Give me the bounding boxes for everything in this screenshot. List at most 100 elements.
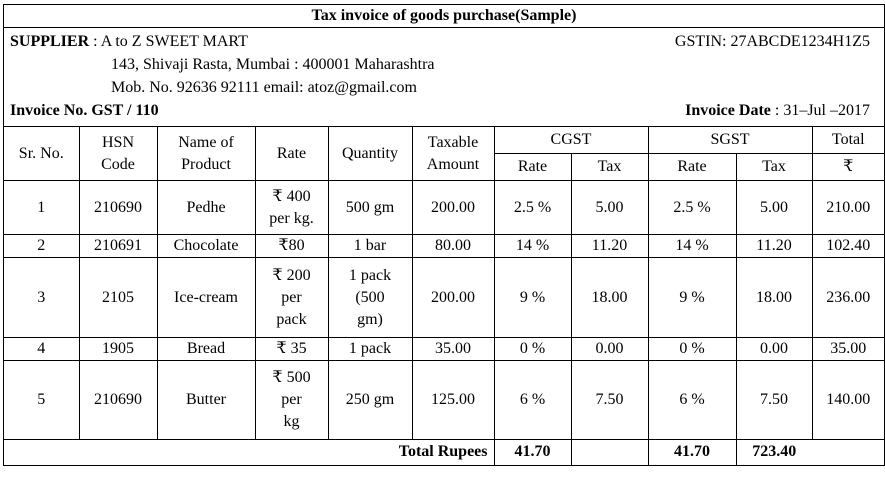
cell-taxable-amount: 80.00 <box>411 234 495 258</box>
cell-hsn-code: 1905 <box>78 337 158 361</box>
header-sr-no: Sr. No. <box>4 126 80 181</box>
cell-sgst-rate: 9 % <box>647 257 737 338</box>
cell-sr-no: 2 <box>4 234 80 258</box>
cell-rate-line: per <box>281 288 302 306</box>
cell-hsn-code: 210691 <box>78 234 158 258</box>
total-cgst: 41.70 <box>493 439 572 465</box>
totals-row: Total Rupees 41.70 41.70 723.40 <box>4 439 884 465</box>
total-empty-cell <box>570 439 649 465</box>
cell-taxable-amount: 35.00 <box>411 337 495 361</box>
cell-rate-line: ₹ 35 <box>276 340 307 357</box>
supplier-contact: Mob. No. 92636 92111 email: atoz@gmail.c… <box>111 79 417 96</box>
cell-cgst-rate: 14 % <box>493 234 572 258</box>
cell-quantity: 500 gm <box>327 180 413 235</box>
cell-taxable-amount: 200.00 <box>411 257 495 338</box>
cell-rate-line: ₹ 500 <box>272 369 311 386</box>
cell-product-name: Ice-cream <box>156 257 256 338</box>
header-cgst-rate: Rate <box>494 153 572 181</box>
cell-rate-line: ₹80 <box>278 237 305 254</box>
table-row: 2 210691 Chocolate ₹80 1 bar 80.00 14 % 11.20 14… <box>4 234 884 258</box>
invoice-header: SUPPLIER : A to Z SWEET MART GSTIN: 27AB… <box>4 28 884 126</box>
cell-quantity: 1 pack (500 gm) <box>327 257 413 338</box>
cell-taxable-amount: 125.00 <box>411 360 495 440</box>
supplier-name: : A to Z SWEET MART <box>93 33 248 50</box>
cell-total: 140.00 <box>811 360 884 440</box>
cell-total: 102.40 <box>811 234 884 258</box>
cell-cgst-tax: 0.00 <box>570 337 649 361</box>
cell-sr-no: 1 <box>4 180 80 235</box>
supplier-line: SUPPLIER : A to Z SWEET MART <box>10 33 248 51</box>
total-grand: 723.40 <box>735 439 812 465</box>
invoice-date-value: : 31–Jul –2017 <box>774 102 870 119</box>
cell-cgst-tax: 11.20 <box>570 234 649 258</box>
cell-sgst-rate: 14 % <box>647 234 737 258</box>
cell-quantity: 1 pack <box>327 337 413 361</box>
header-total: Total <box>811 126 884 154</box>
cell-total: 210.00 <box>811 180 884 235</box>
cell-sgst-rate: 0 % <box>647 337 737 361</box>
invoice-document: Tax invoice of goods purchase(Sample) SU… <box>3 4 885 466</box>
header-sgst-rate: Rate <box>647 153 737 181</box>
cell-rate: ₹ 400 per kg. <box>254 180 329 235</box>
cell-quantity-line: 1 bar <box>353 237 387 254</box>
cell-rate: ₹ 200 per pack <box>254 257 329 338</box>
cell-cgst-tax: 7.50 <box>570 360 649 440</box>
cell-rate-line: kg <box>283 413 300 430</box>
cell-rate: ₹80 <box>254 234 329 258</box>
header-taxable-amount: Taxable Amount <box>411 126 495 181</box>
header-name-line2: Product <box>181 155 231 173</box>
supplier-address: 143, Shivaji Rasta, Mumbai : 400001 Maha… <box>111 56 435 73</box>
total-sgst: 41.70 <box>647 439 737 465</box>
cell-rate: ₹ 500 per kg <box>254 360 329 440</box>
cell-cgst-rate: 0 % <box>493 337 572 361</box>
cell-quantity-line: 1 pack <box>348 266 392 284</box>
header-hsn-line2: Code <box>101 155 135 173</box>
cell-sgst-rate: 6 % <box>647 360 737 440</box>
supplier-label: SUPPLIER <box>10 33 90 50</box>
total-rupees-label: Total Rupees <box>4 439 495 465</box>
invoice-number: Invoice No. GST / 110 <box>10 102 159 119</box>
cell-hsn-code: 2105 <box>78 257 158 338</box>
cell-quantity-line: gm) <box>357 310 383 328</box>
cell-sgst-rate: 2.5 % <box>647 180 737 235</box>
cell-cgst-tax: 18.00 <box>570 257 649 338</box>
header-taxable-line2: Amount <box>426 155 480 173</box>
cell-sgst-tax: 7.50 <box>735 360 813 440</box>
cell-product-name: Chocolate <box>156 234 256 258</box>
invoice-title: Tax invoice of goods purchase(Sample) <box>4 5 884 28</box>
header-cgst-tax: Tax <box>570 153 649 181</box>
cell-sr-no: 3 <box>4 257 80 338</box>
header-quantity: Quantity <box>327 126 413 181</box>
cell-rate-line: per <box>281 391 302 408</box>
cell-cgst-rate: 2.5 % <box>493 180 572 235</box>
cell-quantity-line: 500 gm <box>345 198 395 216</box>
cell-sgst-tax: 0.00 <box>735 337 813 361</box>
header-name-line1: Name of <box>178 133 234 151</box>
invoice-date: Invoice Date : 31–Jul –2017 <box>685 102 870 120</box>
cell-taxable-amount: 200.00 <box>411 180 495 235</box>
table-row: 5 210690 Butter ₹ 500 per kg 250 gm 125.00 6 % 7.… <box>4 360 884 440</box>
invoice-date-label: Invoice Date <box>685 102 771 119</box>
header-sgst: SGST <box>647 126 813 154</box>
cell-cgst-tax: 5.00 <box>570 180 649 235</box>
cell-rate-line: ₹ 200 <box>272 266 311 284</box>
cell-quantity-line: 1 pack <box>348 340 392 357</box>
header-sgst-tax: Tax <box>735 153 813 181</box>
cell-rate: ₹ 35 <box>254 337 329 361</box>
cell-product-name: Bread <box>156 337 256 361</box>
header-hsn-code: HSN Code <box>78 126 158 181</box>
cell-quantity-line: 250 gm <box>345 391 395 408</box>
header-hsn-line1: HSN <box>101 133 134 151</box>
cell-sr-no: 5 <box>4 360 80 440</box>
cell-hsn-code: 210690 <box>78 180 158 235</box>
header-rate: Rate <box>254 126 329 181</box>
cell-total: 236.00 <box>811 257 884 338</box>
cell-hsn-code: 210690 <box>78 360 158 440</box>
cell-quantity-line: (500 <box>355 288 385 306</box>
cell-rate-line: ₹ 400 <box>272 187 311 205</box>
cell-quantity: 1 bar <box>327 234 413 258</box>
header-product-name: Name of Product <box>156 126 256 181</box>
table-row: 1 210690 Pedhe ₹ 400 per kg. 500 gm 200.00 2.5 … <box>4 180 884 235</box>
cell-sr-no: 4 <box>4 337 80 361</box>
header-total-currency: ₹ <box>811 153 884 181</box>
